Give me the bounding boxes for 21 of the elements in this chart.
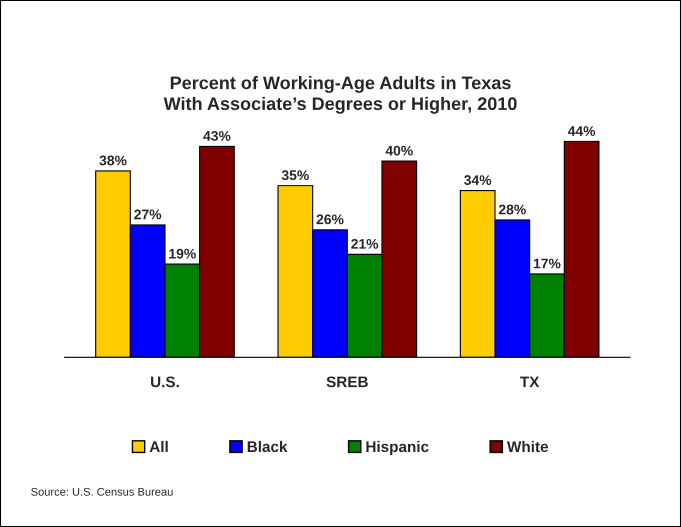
data-label: 38%: [99, 156, 127, 166]
x-tick-label: SREB: [326, 376, 368, 388]
data-label: 28%: [498, 204, 526, 214]
legend-label: White: [506, 440, 548, 452]
chart-title: Percent of Working-Age Adults in Texas With Associate’s Degrees or Higher, 2010: [164, 76, 517, 114]
data-label: 43%: [203, 131, 230, 141]
data-label: 40%: [386, 146, 413, 156]
source-note: Source: U.S. Census Bureau: [31, 488, 173, 496]
data-label: 27%: [134, 210, 162, 220]
data-label: 17%: [534, 258, 560, 268]
data-label: 44%: [568, 126, 596, 136]
data-label: 19%: [169, 248, 196, 259]
data-label: 21%: [351, 238, 378, 249]
x-tick-label: TX: [520, 376, 540, 388]
data-label: 35%: [282, 170, 309, 180]
legend-label: All: [150, 440, 168, 452]
data-label: 34%: [464, 175, 492, 186]
data-label: 26%: [316, 214, 344, 224]
legend-label: Black: [248, 440, 288, 452]
x-tick-label: U.S.: [151, 376, 179, 388]
legend-label: Hispanic: [366, 440, 429, 456]
